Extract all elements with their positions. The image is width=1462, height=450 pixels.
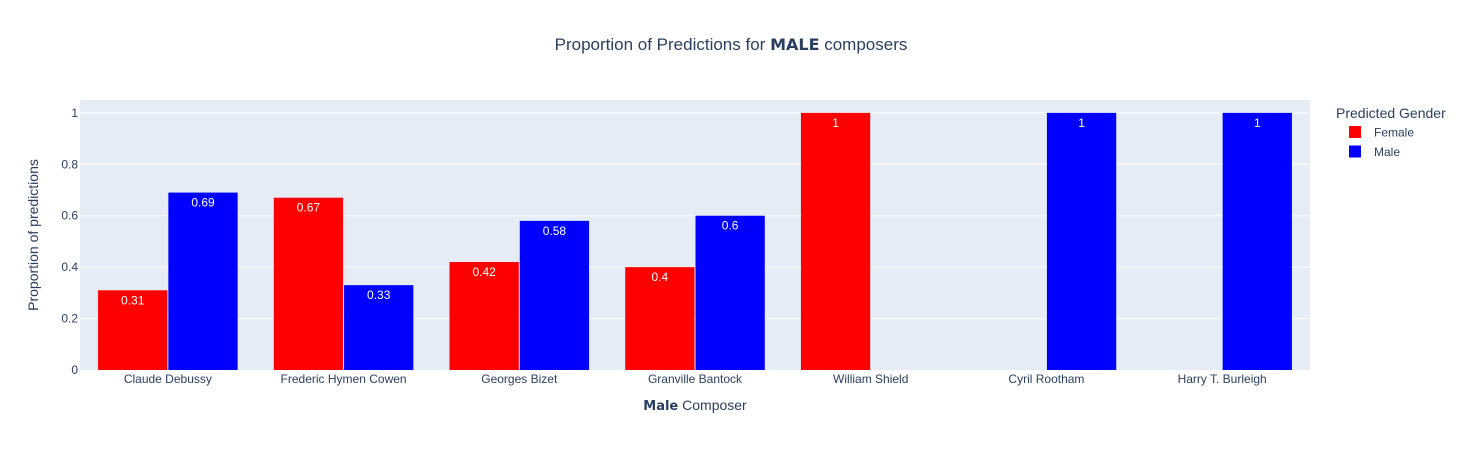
bar-value-label: 0.42: [472, 265, 496, 279]
y-tick-label: 1: [71, 106, 78, 120]
bar-value-label: 1: [1078, 116, 1085, 130]
legend-label: Female: [1374, 126, 1414, 140]
chart-title-suffix: composers: [820, 35, 908, 54]
bar-male: [344, 285, 414, 370]
legend: Predicted Gender Female Male: [1336, 105, 1446, 159]
x-axis-title: Male Composer: [643, 397, 747, 414]
x-tick-labels: Claude Debussy Frederic Hymen Cowen George…: [124, 372, 1267, 386]
bar-male: [695, 215, 765, 370]
bar-value-label: 0.67: [297, 201, 321, 215]
bar-labels: 0.31 0.69 0.67 0.33 0.42 0.58 0.4 0.6 1 1 1: [121, 116, 1261, 307]
bar-male: [1222, 112, 1292, 370]
x-axis-title-strong: Male: [643, 399, 678, 414]
y-tick-label: 0.4: [61, 260, 78, 274]
bar-value-label: 0.6: [722, 219, 739, 233]
bar-female: [449, 262, 519, 370]
legend-label: Male: [1374, 145, 1400, 159]
chart-title-strong: MALE: [770, 35, 819, 54]
bar-value-label: 0.4: [652, 270, 669, 284]
bar-value-label: 1: [1254, 116, 1261, 130]
legend-item-female[interactable]: Female: [1349, 126, 1414, 140]
x-tick-label: William Shield: [833, 372, 908, 386]
bar-male: [519, 220, 590, 370]
bar-female: [98, 290, 168, 370]
chart-title-prefix: Proportion of Predictions for: [555, 35, 770, 54]
bars: [98, 112, 1292, 370]
x-tick-label: Harry T. Burleigh: [1178, 372, 1267, 386]
y-tick-labels: 0 0.2 0.4 0.6 0.8 1: [61, 106, 78, 377]
x-tick-label: Cyril Rootham: [1008, 372, 1084, 386]
bar-female: [800, 112, 871, 370]
y-tick-label: 0.6: [61, 209, 78, 223]
chart-title: Proportion of Predictions for MALE compo…: [555, 35, 908, 54]
x-tick-label: Frederic Hymen Cowen: [281, 372, 407, 386]
bar-male: [1046, 112, 1117, 370]
x-tick-label: Granville Bantock: [648, 372, 743, 386]
bar-value-label: 0.58: [543, 224, 567, 238]
bar-value-label: 1: [832, 116, 839, 130]
y-tick-label: 0.8: [61, 157, 78, 171]
y-tick-label: 0: [71, 363, 78, 377]
bar-male: [168, 192, 238, 370]
bar-value-label: 0.33: [367, 288, 391, 302]
legend-title: Predicted Gender: [1336, 105, 1446, 121]
x-axis-title-rest: Composer: [678, 397, 747, 413]
bar-value-label: 0.31: [121, 293, 145, 307]
x-tick-label: Georges Bizet: [481, 372, 558, 386]
bar-female: [625, 267, 695, 370]
y-axis-title: Proportion of predictions: [25, 159, 41, 311]
bar-value-label: 0.69: [191, 196, 215, 210]
legend-item-male[interactable]: Male: [1349, 145, 1400, 159]
plot-area: [80, 100, 1310, 370]
y-tick-label: 0.2: [61, 312, 78, 326]
legend-swatch: [1349, 145, 1361, 158]
bar-female: [273, 197, 344, 370]
x-tick-label: Claude Debussy: [124, 372, 212, 386]
legend-items: Female Male: [1349, 126, 1414, 159]
legend-swatch: [1349, 126, 1361, 138]
